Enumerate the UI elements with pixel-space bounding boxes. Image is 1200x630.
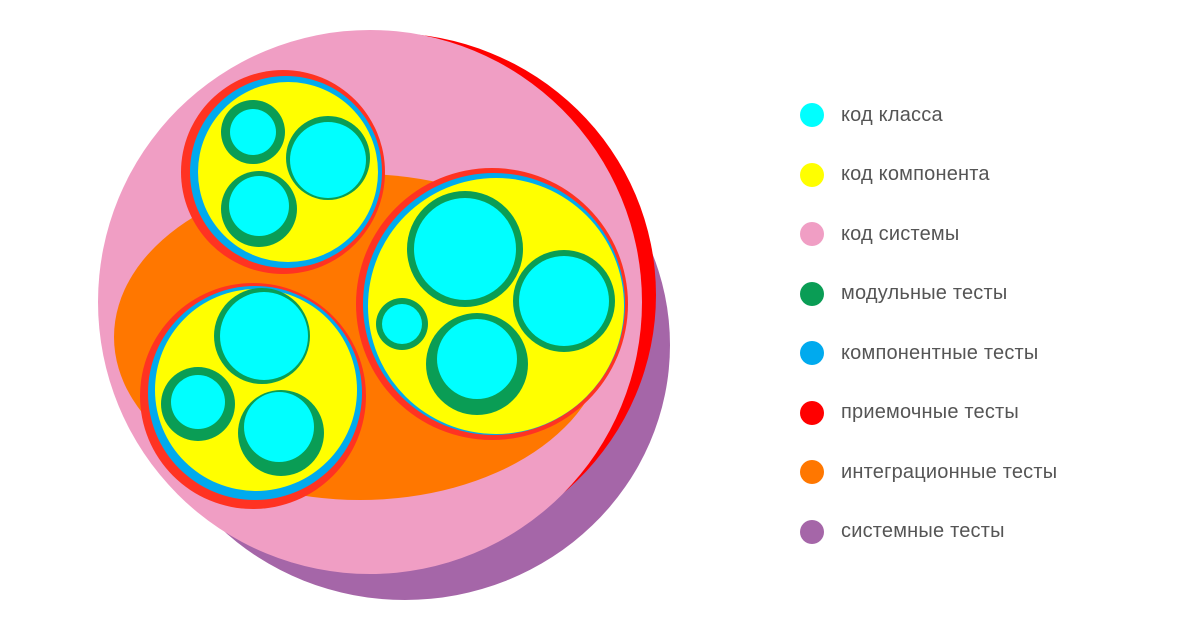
legend-item-class-code: код класса <box>800 97 1057 133</box>
legend-label: модульные тесты <box>841 282 1008 304</box>
component-tests-swatch <box>800 341 824 365</box>
class-code <box>437 319 517 399</box>
class-code-swatch <box>800 103 824 127</box>
class-code <box>414 198 516 300</box>
legend-label: код класса <box>841 103 943 126</box>
class-code <box>382 304 422 344</box>
legend-item-integration-tests: интеграционные тесты <box>800 454 1057 490</box>
class-code <box>220 292 308 380</box>
class-code <box>229 176 289 236</box>
component-bottom-left <box>140 283 366 509</box>
legend-item-system-code: код системы <box>800 216 1057 252</box>
component-top-left <box>181 70 385 274</box>
legend-item-component-code: код компонента <box>800 157 1057 193</box>
component-right <box>356 168 628 440</box>
class-code <box>244 392 314 462</box>
class-code <box>290 122 366 198</box>
acceptance-tests-swatch <box>800 400 824 425</box>
legend-item-unit-tests: модульные тесты <box>800 276 1057 312</box>
test-coverage-diagram <box>98 30 670 600</box>
legend-label: код компонента <box>841 163 990 185</box>
legend: код класса код компонента код системы мо… <box>800 97 1057 573</box>
legend-label: системные тесты <box>841 520 1005 542</box>
legend-label: приемочные тесты <box>841 401 1019 423</box>
class-code <box>519 256 609 346</box>
legend-item-system-tests: системные тесты <box>800 514 1057 550</box>
legend-label: компонентные тесты <box>841 341 1039 364</box>
class-code <box>230 109 276 155</box>
system-code-swatch <box>800 222 824 246</box>
integration-tests-swatch <box>800 460 824 484</box>
legend-label: интеграционные тесты <box>841 460 1058 483</box>
component-code-swatch <box>800 162 824 187</box>
system-tests-swatch <box>800 519 824 544</box>
unit-tests-swatch <box>800 281 824 306</box>
class-code <box>171 375 225 429</box>
legend-label: код системы <box>841 222 960 245</box>
legend-item-acceptance-tests: приемочные тесты <box>800 395 1057 431</box>
legend-item-component-tests: компонентные тесты <box>800 335 1057 371</box>
